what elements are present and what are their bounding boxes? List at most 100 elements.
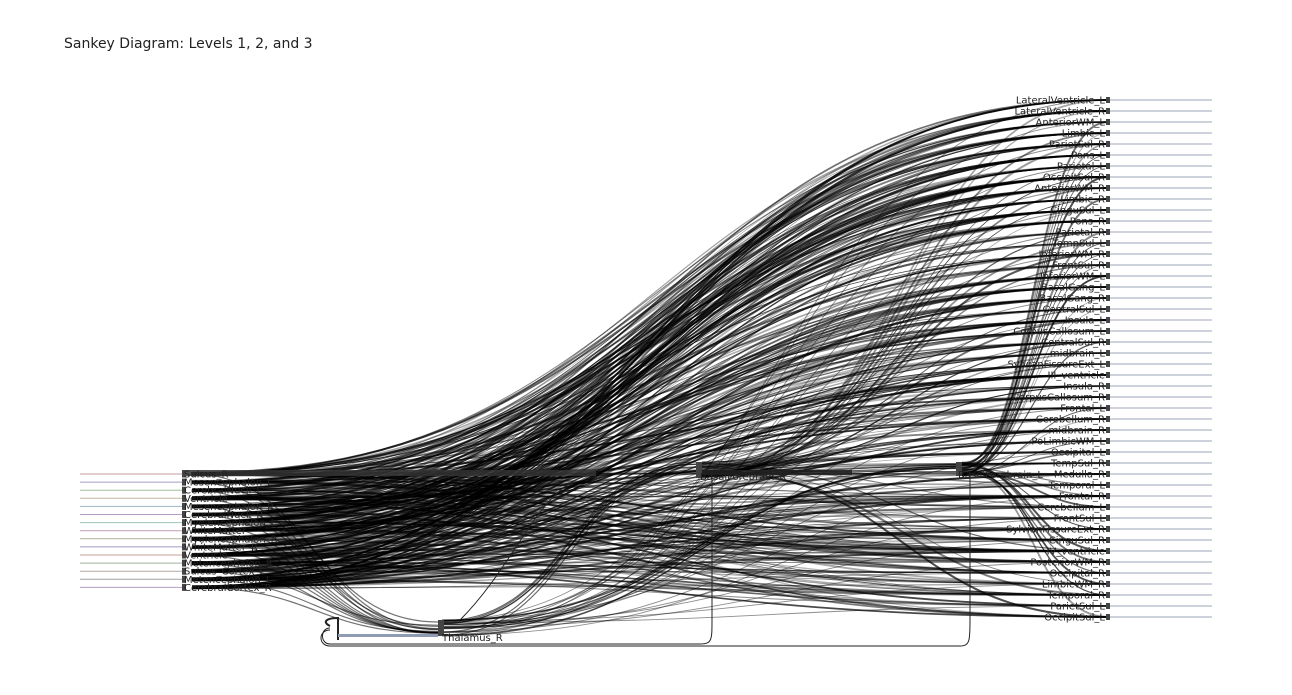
link-basalforebrain-r-inferiorwm-r — [701, 252, 1109, 475]
link-200 — [191, 319, 1109, 549]
node-right-limbic-r — [1106, 196, 1110, 202]
link-320 — [191, 550, 1109, 588]
link-basalforebrain-l-occipital-r — [961, 474, 1109, 574]
link-basalforebrain-l-posteriorwm-r — [961, 461, 1109, 563]
label-left-cerebralnucli-l-2: CerebralNucli_L — [184, 486, 262, 497]
link-71 — [191, 198, 1109, 498]
links-group — [191, 99, 1109, 647]
link-199 — [191, 297, 1109, 549]
link-211 — [191, 121, 1109, 555]
node-right-cerebellum-l — [1106, 504, 1110, 510]
link-279 — [191, 176, 1109, 581]
label-right-medulla-r: Medulla_R — [1054, 470, 1105, 481]
label-right-polimbicwm-l: PoLimbicWM_L — [1031, 437, 1105, 448]
link-thal-right-12 — [441, 231, 1109, 622]
label-right-iii-ventricle: III_ventricle — [1048, 371, 1106, 382]
link-basalforebrain-l-occipitsul-l — [961, 469, 1109, 618]
node-right-parietal-l — [1106, 163, 1110, 169]
label-right-tempsul-r: TempSul_R — [1050, 459, 1105, 470]
label-left-metencephalon-l-13: Metencephalon_L — [184, 575, 272, 586]
label-right-occipitsul-l: OccipitSul_L — [1044, 613, 1105, 624]
link-basalforebrain-l-centralsul-r — [961, 341, 1109, 472]
link-304 — [191, 209, 1109, 587]
node-right-insula-l — [1106, 317, 1110, 323]
node-left-metencephalon-l-13 — [182, 575, 186, 583]
link-basalforebrain-l-inferiorwm-r — [961, 253, 1109, 466]
node-right-limbicwm-r — [1106, 581, 1110, 587]
node-right-inferiorwm-r — [1106, 251, 1110, 257]
link-300 — [191, 132, 1109, 587]
link-thal-right-34 — [441, 473, 1109, 633]
link-196 — [191, 198, 1109, 548]
link-basalforebrain-l-frontsul-r — [961, 264, 1109, 472]
link-154 — [191, 143, 1109, 531]
link-311 — [191, 385, 1109, 588]
link-basalforebrain-r-corpuscallosum-r — [701, 396, 1109, 467]
link-321 — [191, 572, 1109, 590]
link-basalforebrain-r-occipitsul-r — [701, 176, 1109, 463]
label-right-temporal-l: Temporal_L — [1048, 481, 1106, 492]
link-307 — [191, 296, 1109, 589]
loop-path-3 — [324, 616, 339, 640]
link-thal-basalforebrain-r-5 — [441, 471, 697, 625]
node-right-corpuscallosum-r — [1106, 394, 1110, 400]
label-right-occipital-r: Occipital_R — [1049, 569, 1105, 580]
node-left-cerebralnucli-l-2 — [182, 486, 186, 494]
node-right-parietsul-l — [1106, 603, 1110, 609]
link-263 — [191, 208, 1109, 571]
link-192 — [191, 99, 1109, 546]
node-right-frontsul-r — [1106, 262, 1110, 268]
node-left-mesencephalon-l-1 — [182, 478, 186, 486]
node-right-sylvianfissureext-r — [1106, 526, 1110, 532]
node-right-lateralventricle-l — [1106, 97, 1110, 103]
label-left-metencephalon-r-11: Metencephalon_R — [184, 559, 273, 570]
link-to-thalamus-12 — [191, 570, 439, 626]
label-right-anteriorwm-r: AnteriorWM_R — [1034, 184, 1105, 195]
label-right-pons-l: Pons_L — [1071, 151, 1105, 162]
node-right-polimbicwm-l — [1106, 438, 1110, 444]
link-55 — [191, 330, 1109, 492]
link-296 — [191, 577, 1109, 607]
link-278 — [191, 154, 1109, 580]
node-left-cerebralcortex-r-14 — [182, 583, 186, 591]
label-right-midbrain-r: midbrain_R — [1048, 426, 1105, 437]
label-left-mesencephalon-r-4: Mesencephalon_R — [184, 502, 274, 513]
link-25 — [191, 110, 1109, 483]
label-right-tempsul-l: TempSul_L — [1051, 239, 1105, 250]
label-right-parietsul-r: ParietSul_R — [1049, 140, 1105, 151]
node-right-limbic-l — [1106, 130, 1110, 136]
label-right-sylvianfissureext-l: SylvianFissureExt_L — [1007, 360, 1105, 371]
node-right-midbrain-r — [1106, 427, 1110, 433]
node-right-medulla-r — [1106, 471, 1110, 477]
node-right-parietsul-r — [1106, 141, 1110, 147]
link-232 — [191, 555, 1109, 585]
label-right-basalgang-l: BasalGang_L — [1041, 283, 1106, 294]
label-left-sulcus-r-0: Sulcus_R — [184, 470, 229, 481]
chart-title: Sankey Diagram: Levels 1, 2, and 3 — [64, 36, 313, 52]
link-308 — [191, 341, 1109, 588]
label-right-midbrain-l: midbrain_L — [1050, 349, 1106, 360]
link-basalforebrain-r-anteriorwm-r — [701, 187, 1109, 470]
link-to-thalamus-1 — [191, 481, 439, 623]
label-right-corpuscallosum-r: CorpusCallosum_R — [1012, 393, 1105, 404]
label-right-cerebellum-r: Cerebellum_R — [1036, 415, 1105, 426]
link-basalforebrain-l-parietsul-r — [961, 143, 1109, 471]
link-basalforebrain-r-parietal-l — [701, 165, 1109, 473]
label-right-cingusul-r: CinguSul_R — [1049, 536, 1105, 547]
node-right-midbrain-l — [1106, 350, 1110, 356]
link-309 — [191, 363, 1109, 587]
link-301 — [191, 143, 1109, 588]
node-mid-thalamus-r — [438, 620, 444, 636]
label-right-frontsul-l: FrontSul_L — [1054, 514, 1106, 525]
node-right-basalgang-r — [1106, 295, 1110, 301]
link-thal-right-36 — [441, 495, 1109, 636]
node-right-inferiorwm-l — [1106, 273, 1110, 279]
link-74 — [191, 275, 1109, 499]
node-left-whitematter-7 — [182, 527, 186, 535]
link-thal-basalforebrain-l-2 — [441, 465, 957, 636]
label-left-mesencephalon-l-1: Mesencephalon_L — [184, 478, 273, 489]
link-314 — [191, 440, 1109, 588]
node-left-myelencephalon-r-8 — [182, 535, 186, 543]
label-left-whitematter-r-9: WhiteMatter_R — [184, 542, 258, 553]
link-317 — [191, 506, 1109, 587]
